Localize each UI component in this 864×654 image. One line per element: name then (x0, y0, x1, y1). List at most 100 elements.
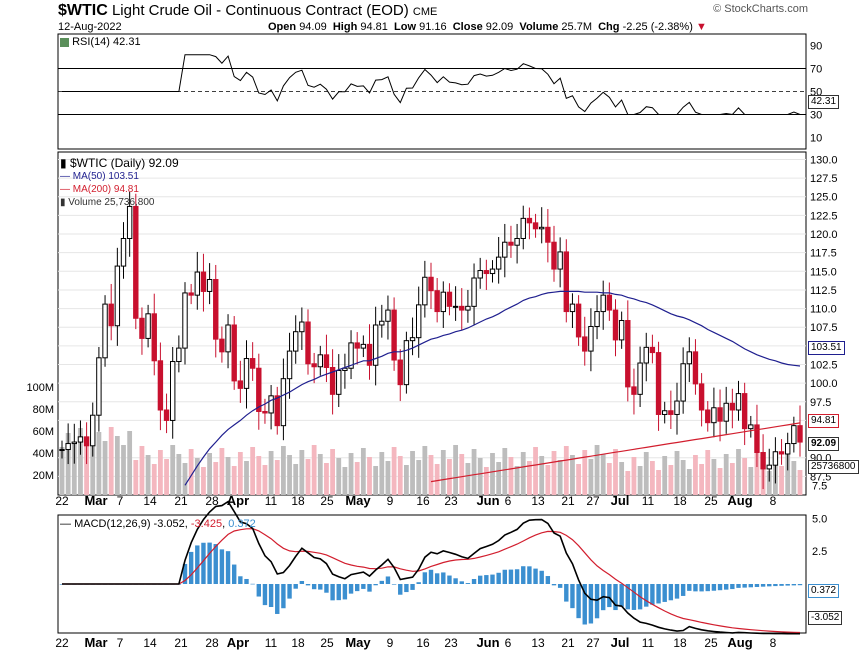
rsi-legend-value: 42.31 (113, 36, 141, 48)
candle-body (791, 425, 797, 445)
macd-hist-bar (791, 584, 797, 586)
candle-body (366, 343, 373, 366)
ohlc-summary: Open 94.09 High 94.81 Low 91.16 Close 92… (268, 21, 707, 33)
candle-body (71, 441, 77, 445)
volume-bar (791, 461, 797, 495)
macd-hist-bar (705, 584, 710, 592)
volume-bar (250, 447, 256, 495)
candle-body (90, 414, 96, 447)
volume-bar (114, 436, 120, 495)
x-tick-label: Jun (476, 635, 499, 650)
price-tick-label: 107.5 (810, 322, 838, 334)
volume-bar (766, 471, 772, 495)
macd-hist-bar (385, 576, 391, 584)
candle-body (637, 362, 643, 395)
volume-bar (527, 461, 532, 495)
volume-bar (410, 451, 415, 495)
x-tick-label: 25 (704, 494, 718, 508)
macd-hist-bar (711, 584, 717, 591)
x-tick-label: 22 (55, 636, 69, 650)
x-tick-label: 11 (265, 636, 278, 650)
rsi-legend: RSI(14) 42.31 (60, 36, 141, 48)
candle-body (606, 294, 613, 311)
candle-body (342, 367, 348, 371)
candle-body (489, 268, 496, 275)
candle-body (170, 361, 176, 421)
price-tick-label: 115.0 (810, 266, 837, 278)
x-tick-label: 27 (586, 636, 600, 650)
candle-body (262, 410, 268, 414)
candle-body (698, 383, 705, 411)
macd-hist-bar (644, 584, 649, 607)
candle-body (139, 317, 145, 339)
macd-hist-bar (459, 581, 464, 584)
candle-body (206, 279, 213, 292)
candle-body (305, 321, 311, 365)
volume-bar (631, 457, 637, 495)
candle-body (83, 436, 90, 447)
candle-body (705, 409, 711, 424)
candle-body (471, 277, 477, 307)
low-label: Low (394, 21, 417, 33)
candle-body (403, 340, 410, 386)
volume-bar (121, 445, 126, 495)
candlesticks (59, 191, 803, 490)
macd-hist-bar (201, 542, 206, 584)
macd-hist-bar (275, 584, 280, 614)
candle-body (145, 313, 151, 339)
macd-hist-bar (373, 584, 378, 586)
macd-hist-bar (268, 584, 274, 608)
candle-body (151, 313, 157, 362)
macd-hist-bar (582, 584, 587, 625)
macd-hist-bar (416, 582, 421, 584)
volume-bar (287, 455, 292, 495)
candle-body (280, 378, 287, 427)
volume-bar (188, 449, 194, 495)
macd-hist-bar (434, 573, 440, 584)
volume-bar (102, 441, 108, 495)
candle-body (397, 359, 403, 386)
candle-body (182, 292, 188, 349)
volume-bar (539, 456, 545, 495)
macd-hist-bar (244, 578, 249, 584)
x-tick-label: 9 (387, 494, 394, 508)
macd-hist-bar (391, 584, 397, 585)
macd-hist-bar (662, 584, 667, 602)
macd-hist-bar (779, 584, 784, 586)
x-tick-label: 22 (55, 494, 69, 508)
volume-bar (317, 454, 323, 495)
volume-bar (256, 456, 262, 495)
volume-bar (717, 468, 723, 495)
rsi-legend-swatch (60, 37, 69, 47)
macd-hist-bar (514, 569, 520, 584)
x-tick-label: 28 (205, 636, 219, 650)
candle-body (348, 342, 354, 369)
volume-bar (447, 459, 452, 495)
volume-bar (453, 445, 458, 495)
candle-body (495, 256, 502, 270)
volume-bar (705, 450, 711, 495)
macd-line-icon: — (60, 518, 71, 530)
candle-body (459, 305, 465, 311)
price-tick-label: 117.5 (810, 248, 837, 260)
candle-body (440, 291, 447, 313)
candle-body (360, 343, 367, 349)
x-tick-label: 18 (291, 636, 305, 650)
low-value: 91.16 (419, 21, 447, 33)
candle-body (766, 464, 772, 470)
ma50-tag: 103.51 (808, 341, 845, 355)
candle-body (194, 271, 201, 296)
candle-body (754, 424, 760, 453)
macd-hist-bar (379, 580, 384, 584)
volume-bar (748, 467, 754, 495)
volume-bar (600, 454, 606, 495)
volume-bar (342, 467, 348, 495)
macd-hist-bar (287, 584, 292, 599)
x-tick-label: 13 (531, 494, 545, 508)
symbol-label: $WTIC (58, 2, 108, 19)
macd-hist-bar (545, 576, 551, 584)
volume-bar (637, 466, 643, 495)
volume-bar (385, 461, 391, 495)
candle-body (711, 407, 717, 424)
volume-bar (225, 457, 231, 495)
